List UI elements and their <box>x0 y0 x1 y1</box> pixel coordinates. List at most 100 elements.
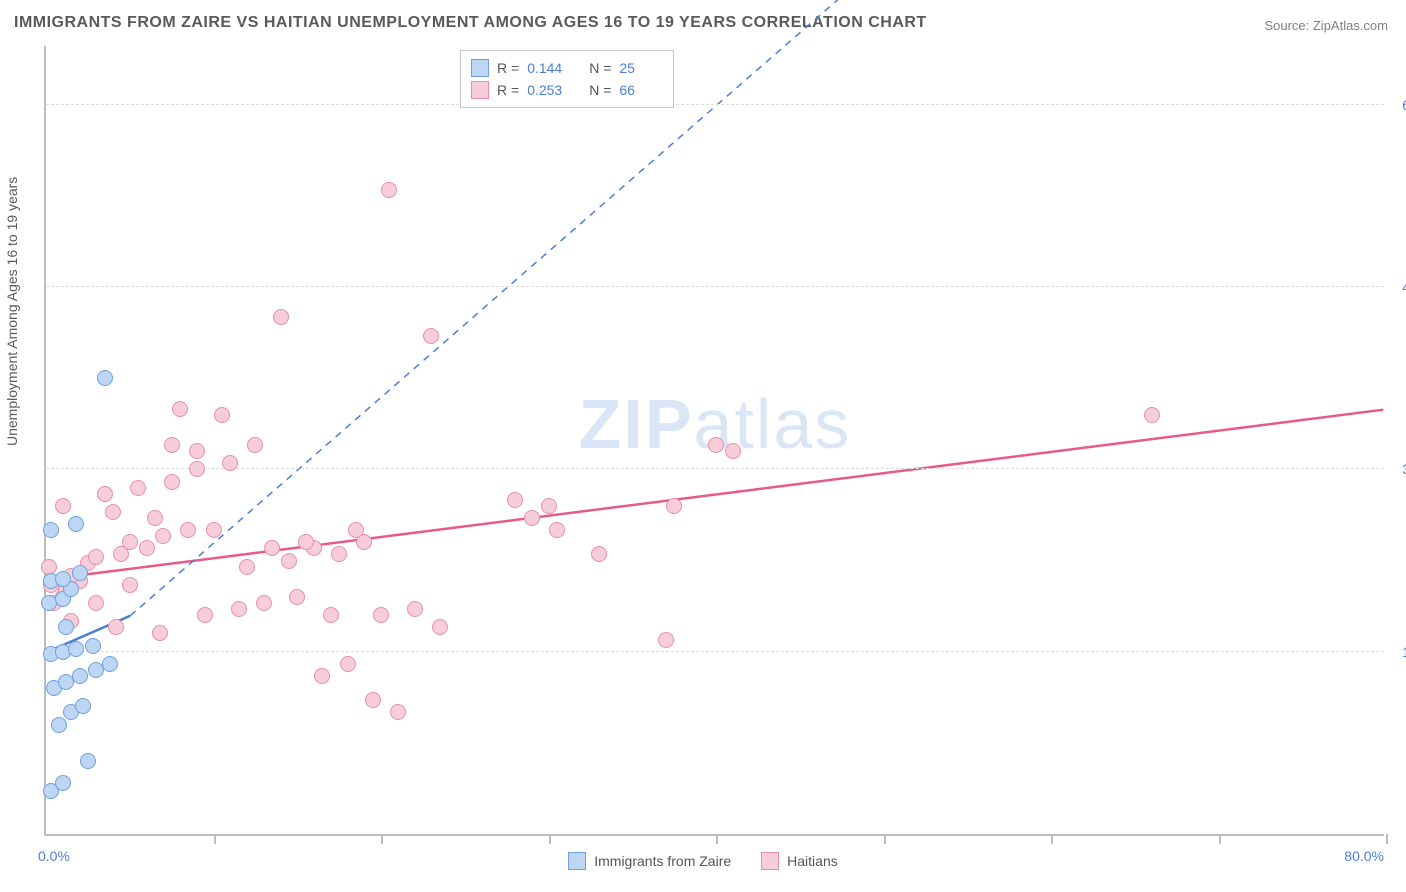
data-point-haitians <box>231 601 247 617</box>
data-point-haitians <box>289 589 305 605</box>
data-point-haitians <box>331 546 347 562</box>
data-point-haitians <box>423 328 439 344</box>
n-label: N = <box>589 60 611 76</box>
data-point-haitians <box>314 668 330 684</box>
x-tick <box>549 834 551 844</box>
data-point-haitians <box>507 492 523 508</box>
swatch-zaire <box>568 852 586 870</box>
chart-title: IMMIGRANTS FROM ZAIRE VS HAITIAN UNEMPLO… <box>14 14 927 32</box>
data-point-haitians <box>152 625 168 641</box>
gridline <box>46 651 1384 652</box>
data-point-zaire <box>68 641 84 657</box>
data-point-haitians <box>348 522 364 538</box>
data-point-haitians <box>122 577 138 593</box>
data-point-haitians <box>164 474 180 490</box>
data-point-haitians <box>147 510 163 526</box>
data-point-haitians <box>189 461 205 477</box>
data-point-haitians <box>164 437 180 453</box>
x-tick <box>716 834 718 844</box>
data-point-zaire <box>102 656 118 672</box>
data-point-haitians <box>340 656 356 672</box>
series-legend: Immigrants from Zaire Haitians <box>0 852 1406 870</box>
gridline <box>46 104 1384 105</box>
x-tick <box>884 834 886 844</box>
correlation-legend: R = 0.144 N = 25 R = 0.253 N = 66 <box>460 50 674 108</box>
x-tick <box>1386 834 1388 844</box>
data-point-zaire <box>72 565 88 581</box>
data-point-zaire <box>55 571 71 587</box>
data-point-haitians <box>264 540 280 556</box>
data-point-haitians <box>97 486 113 502</box>
data-point-haitians <box>281 553 297 569</box>
data-point-haitians <box>390 704 406 720</box>
r-value-haitians: 0.253 <box>527 82 571 98</box>
watermark-bold: ZIP <box>579 385 694 463</box>
y-axis-label: Unemployment Among Ages 16 to 19 years <box>4 177 20 446</box>
data-point-haitians <box>206 522 222 538</box>
x-tick <box>1051 834 1053 844</box>
r-label: R = <box>497 82 519 98</box>
legend-label-zaire: Immigrants from Zaire <box>594 853 731 869</box>
y-tick-label: 60.0% <box>1402 97 1406 113</box>
x-tick <box>214 834 216 844</box>
data-point-haitians <box>214 407 230 423</box>
data-point-haitians <box>247 437 263 453</box>
data-point-haitians <box>373 607 389 623</box>
data-point-haitians <box>666 498 682 514</box>
data-point-haitians <box>591 546 607 562</box>
gridline <box>46 286 1384 287</box>
data-point-haitians <box>256 595 272 611</box>
data-point-haitians <box>180 522 196 538</box>
swatch-haitians <box>471 81 489 99</box>
data-point-haitians <box>139 540 155 556</box>
swatch-haitians <box>761 852 779 870</box>
data-point-zaire <box>68 516 84 532</box>
data-point-haitians <box>365 692 381 708</box>
x-tick <box>1219 834 1221 844</box>
data-point-haitians <box>172 401 188 417</box>
data-point-haitians <box>222 455 238 471</box>
data-point-haitians <box>708 437 724 453</box>
data-point-haitians <box>105 504 121 520</box>
data-point-haitians <box>273 309 289 325</box>
data-point-zaire <box>72 668 88 684</box>
data-point-zaire <box>75 698 91 714</box>
y-tick-label: 30.0% <box>1402 461 1406 477</box>
data-point-haitians <box>55 498 71 514</box>
data-point-haitians <box>381 182 397 198</box>
data-point-haitians <box>239 559 255 575</box>
data-point-zaire <box>51 717 67 733</box>
data-point-haitians <box>122 534 138 550</box>
data-point-haitians <box>88 595 104 611</box>
data-point-zaire <box>80 753 96 769</box>
data-point-haitians <box>549 522 565 538</box>
data-point-haitians <box>524 510 540 526</box>
data-point-zaire <box>97 370 113 386</box>
data-point-haitians <box>725 443 741 459</box>
n-value-zaire: 25 <box>619 60 663 76</box>
data-point-haitians <box>407 601 423 617</box>
data-point-haitians <box>658 632 674 648</box>
data-point-zaire <box>85 638 101 654</box>
legend-item-haitians: Haitians <box>761 852 838 870</box>
data-point-zaire <box>55 775 71 791</box>
x-tick <box>381 834 383 844</box>
gridline <box>46 468 1384 469</box>
n-value-haitians: 66 <box>619 82 663 98</box>
r-label: R = <box>497 60 519 76</box>
data-point-haitians <box>88 549 104 565</box>
data-point-haitians <box>197 607 213 623</box>
data-point-zaire <box>43 522 59 538</box>
plot-area: ZIPatlas 15.0%30.0%45.0%60.0% <box>44 46 1384 836</box>
data-point-haitians <box>41 559 57 575</box>
trend-line <box>47 410 1384 580</box>
data-point-haitians <box>189 443 205 459</box>
data-point-haitians <box>541 498 557 514</box>
r-value-zaire: 0.144 <box>527 60 571 76</box>
data-point-haitians <box>130 480 146 496</box>
legend-row-haitians: R = 0.253 N = 66 <box>471 79 663 101</box>
data-point-haitians <box>1144 407 1160 423</box>
source-link[interactable]: ZipAtlas.com <box>1313 18 1388 33</box>
legend-item-zaire: Immigrants from Zaire <box>568 852 731 870</box>
swatch-zaire <box>471 59 489 77</box>
